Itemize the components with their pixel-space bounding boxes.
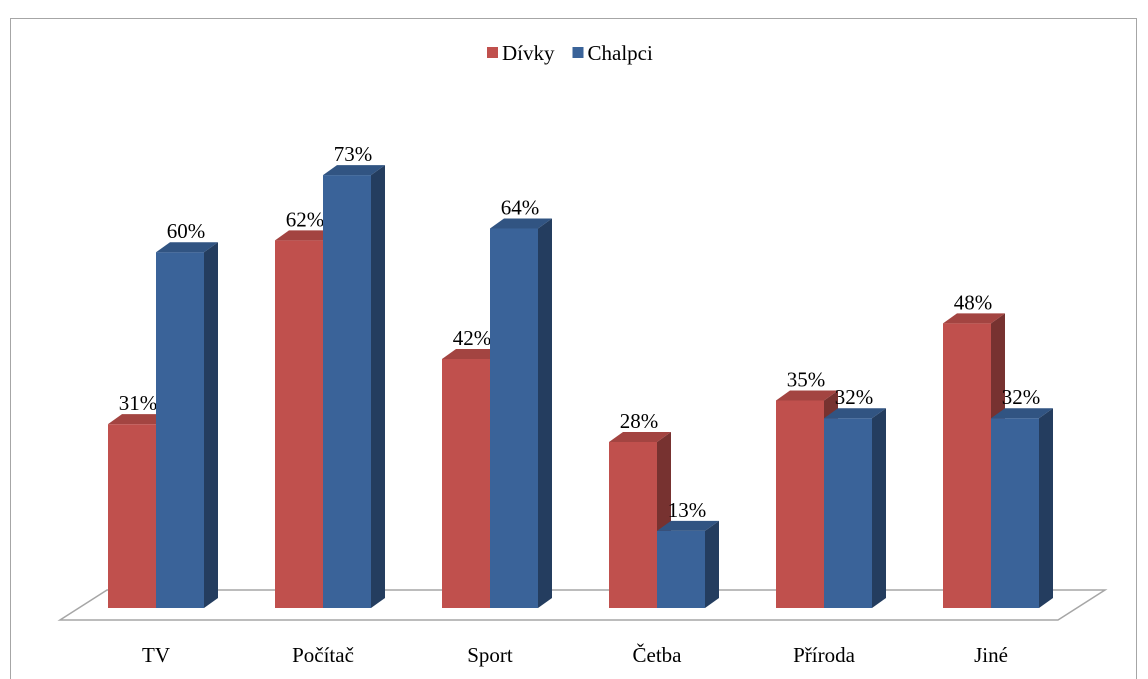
x-tick-label: Příroda	[793, 643, 856, 667]
bar	[156, 242, 218, 608]
bar-side	[371, 165, 385, 609]
bar-top	[991, 408, 1053, 419]
data-label: 31%	[119, 391, 158, 415]
data-label: 42%	[453, 326, 492, 350]
data-label: 64%	[501, 195, 540, 219]
data-label: 35%	[787, 367, 826, 391]
bar-front	[156, 252, 204, 608]
bar-side	[538, 218, 552, 609]
bar-top	[275, 230, 337, 241]
legend: Dívky Chalpci	[487, 41, 653, 65]
legend-swatch	[572, 47, 584, 58]
bar-top	[442, 348, 504, 359]
x-tick-label: TV	[142, 643, 170, 667]
bar-front	[490, 228, 538, 609]
bar-top	[490, 218, 552, 229]
bar-side	[1039, 408, 1053, 608]
bar	[323, 165, 385, 609]
bar-top	[609, 431, 671, 442]
bar-top	[824, 408, 886, 419]
bar	[657, 520, 719, 608]
x-tick-label: Jiné	[974, 643, 1008, 667]
bar-front	[609, 441, 657, 608]
data-label: 62%	[286, 207, 325, 231]
bar-top	[323, 165, 385, 176]
data-label: 28%	[620, 409, 659, 433]
data-label: 48%	[954, 290, 993, 314]
bar-front	[108, 424, 156, 608]
bar-side	[872, 408, 886, 608]
bar-top	[156, 242, 218, 253]
bar-front	[824, 418, 872, 608]
bar-top	[657, 520, 719, 531]
bar-top	[943, 313, 1005, 324]
data-label: 32%	[1002, 385, 1041, 409]
bar-side	[705, 520, 719, 608]
bar-front	[275, 240, 323, 608]
bar	[824, 408, 886, 608]
data-label: 73%	[334, 142, 373, 166]
legend-swatch	[487, 47, 498, 58]
bar-front	[323, 175, 371, 609]
x-tick-label: Četba	[633, 643, 683, 667]
bar-front	[943, 323, 991, 608]
bar-front	[776, 400, 824, 608]
bar-top	[108, 414, 170, 425]
data-label: 32%	[835, 385, 874, 409]
legend-label: Chalpci	[588, 41, 653, 65]
bar-front	[991, 418, 1039, 608]
x-tick-label: Počítač	[292, 643, 354, 667]
data-label: 13%	[668, 498, 707, 522]
legend-label: Dívky	[502, 41, 555, 65]
bar	[490, 218, 552, 609]
bar-top	[776, 390, 838, 401]
bar-side	[204, 242, 218, 608]
x-tick-label: Sport	[467, 643, 513, 667]
bar	[991, 408, 1053, 608]
bar-front	[657, 530, 705, 608]
bar-front	[442, 358, 490, 608]
data-label: 60%	[167, 219, 206, 243]
